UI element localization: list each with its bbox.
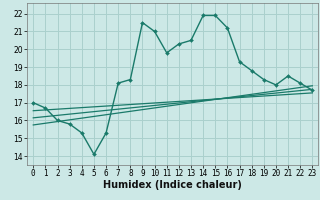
X-axis label: Humidex (Indice chaleur): Humidex (Indice chaleur) bbox=[103, 180, 242, 190]
